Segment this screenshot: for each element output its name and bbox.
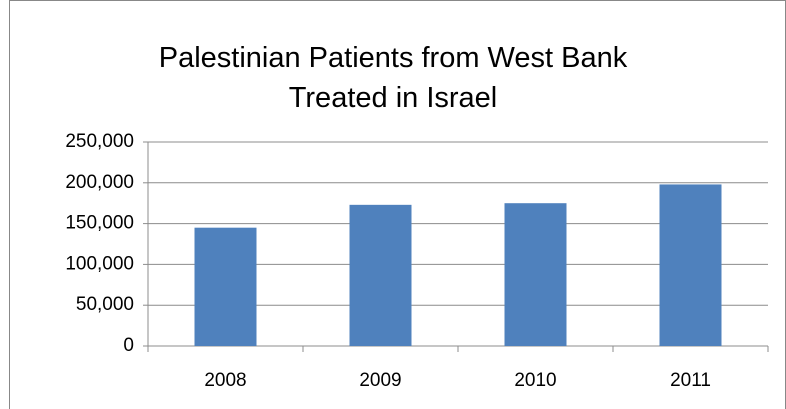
y-tick-label: 150,000 xyxy=(65,213,134,234)
y-tick-label: 100,000 xyxy=(65,253,134,274)
y-tick-label: 200,000 xyxy=(65,172,134,193)
x-tick-label: 2008 xyxy=(204,370,246,391)
bar xyxy=(659,184,722,346)
y-tick-label: 50,000 xyxy=(76,294,134,315)
x-tick-label: 2010 xyxy=(514,370,556,391)
bar xyxy=(504,203,567,346)
y-tick-label: 0 xyxy=(123,335,134,356)
y-tick-label: 250,000 xyxy=(65,131,134,152)
bar xyxy=(349,204,412,346)
chart-title: Palestinian Patients from West Bank Trea… xyxy=(158,42,628,114)
bar xyxy=(194,227,257,346)
x-tick-label: 2011 xyxy=(670,370,711,391)
x-tick-label: 2009 xyxy=(359,370,401,391)
